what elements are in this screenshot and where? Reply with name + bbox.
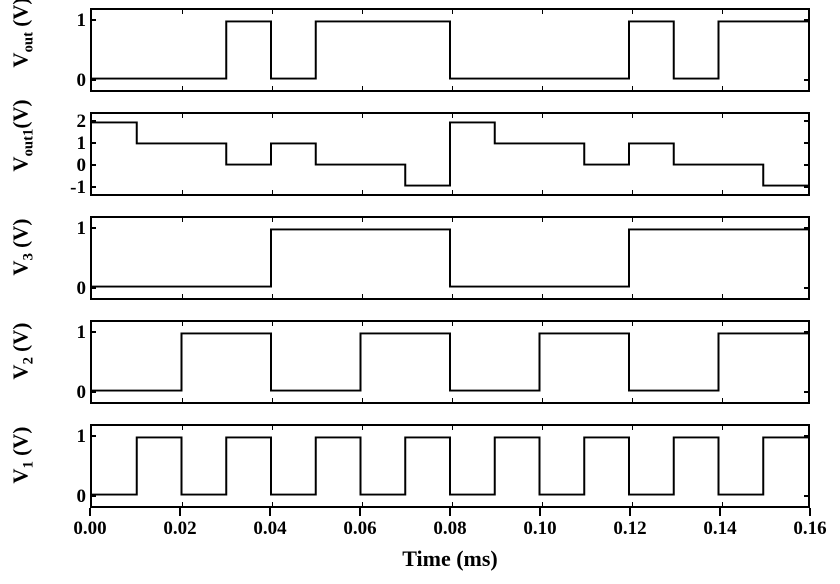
ylabel-vout: Vout (V) <box>8 38 37 68</box>
trace-vout <box>92 10 808 90</box>
panel-v3 <box>90 216 810 300</box>
ytick-label: -1 <box>56 178 86 197</box>
ytick <box>804 79 810 81</box>
xtick-label: 0.08 <box>425 518 475 540</box>
ylabel-v2: V2 (V) <box>8 350 37 380</box>
ylabel-v1: V1 (V) <box>8 454 37 484</box>
panel-vout <box>90 8 810 92</box>
panel-v1 <box>90 424 810 508</box>
ytick <box>804 331 810 333</box>
trace-vout1 <box>92 114 808 194</box>
xtick-label: 0.00 <box>65 518 115 540</box>
ytick-label: 1 <box>56 427 86 446</box>
ytick-label: 2 <box>56 112 86 131</box>
xtick <box>359 508 361 516</box>
xtick <box>719 508 721 516</box>
ytick <box>90 391 96 393</box>
ytick <box>804 227 810 229</box>
timing-figure: Vout (V)01Vout1(V)-1012V3 (V)01V2 (V)01V… <box>0 0 840 584</box>
xtick <box>809 508 811 516</box>
ytick <box>804 495 810 497</box>
ytick <box>90 186 96 188</box>
ytick-label: 1 <box>56 219 86 238</box>
xtick <box>89 508 91 516</box>
ytick-label: 0 <box>56 487 86 506</box>
xtick <box>179 508 181 516</box>
ytick <box>90 19 96 21</box>
xtick-label: 0.14 <box>695 518 745 540</box>
xtick-label: 0.06 <box>335 518 385 540</box>
ytick <box>90 142 96 144</box>
ytick <box>804 435 810 437</box>
ytick <box>804 19 810 21</box>
xtick <box>269 508 271 516</box>
ytick <box>804 120 810 122</box>
ytick <box>90 495 96 497</box>
ytick <box>804 391 810 393</box>
ylabel-vout1: Vout1(V) <box>8 142 37 172</box>
trace-v3 <box>92 218 808 298</box>
ytick <box>90 435 96 437</box>
ytick-label: 0 <box>56 71 86 90</box>
trace-v2 <box>92 322 808 402</box>
ytick <box>804 142 810 144</box>
panel-vout1 <box>90 112 810 196</box>
ytick-label: 0 <box>56 383 86 402</box>
ytick <box>804 287 810 289</box>
ytick <box>804 164 810 166</box>
xtick-label: 0.16 <box>785 518 835 540</box>
xtick-label: 0.10 <box>515 518 565 540</box>
xtick-label: 0.04 <box>245 518 295 540</box>
ytick <box>90 331 96 333</box>
ytick-label: 1 <box>56 134 86 153</box>
xtick <box>539 508 541 516</box>
ytick <box>90 287 96 289</box>
ytick <box>804 186 810 188</box>
xtick-label: 0.02 <box>155 518 205 540</box>
ytick-label: 0 <box>56 279 86 298</box>
ytick <box>90 164 96 166</box>
ytick <box>90 120 96 122</box>
ytick <box>90 227 96 229</box>
ytick-label: 0 <box>56 156 86 175</box>
xtick-label: 0.12 <box>605 518 655 540</box>
xtick <box>629 508 631 516</box>
ytick-label: 1 <box>56 11 86 30</box>
ytick <box>90 79 96 81</box>
ytick-label: 1 <box>56 323 86 342</box>
trace-v1 <box>92 426 808 506</box>
panel-v2 <box>90 320 810 404</box>
ylabel-v3: V3 (V) <box>8 246 37 276</box>
xtick <box>449 508 451 516</box>
xlabel: Time (ms) <box>390 546 510 572</box>
